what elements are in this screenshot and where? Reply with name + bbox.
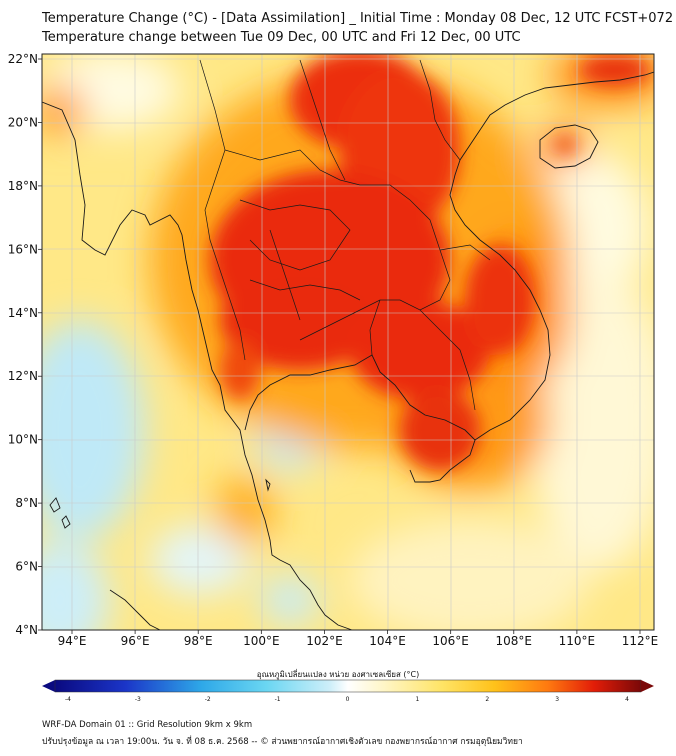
lon-label: 94°E (58, 634, 87, 648)
lat-label: 12°N (8, 369, 38, 383)
lon-label: 106°E (432, 634, 469, 648)
lon-label: 112°E (622, 634, 659, 648)
lat-label: 6°N (15, 560, 38, 574)
colorbar-min-arrow (42, 680, 55, 692)
lat-label: 22°N (8, 52, 38, 66)
map-subtitle: Temperature change between Tue 09 Dec, 0… (42, 30, 521, 45)
lat-label: 14°N (8, 306, 38, 320)
colorbar-tick-label: 1 (415, 696, 419, 703)
footer-update-info: ปรับปรุงข้อมูล ณ เวลา 19:00น. วัน จ. ที่… (42, 737, 523, 747)
temperature-field (42, 54, 654, 630)
borders (199, 59, 491, 411)
lat-label: 10°N (8, 433, 38, 447)
footer-model-info: WRF-DA Domain 01 :: Grid Resolution 9km … (42, 720, 253, 730)
colorbar-tick-label: 2 (485, 696, 489, 703)
lon-label: 98°E (184, 634, 213, 648)
colorbar-tick-label: -1 (275, 696, 281, 703)
colorbar (42, 679, 654, 693)
map-frame (41, 53, 655, 631)
lat-label: 16°N (8, 242, 38, 256)
lat-label: 8°N (15, 496, 38, 510)
map-title: Temperature Change (°C) - [Data Assimila… (42, 11, 674, 26)
lon-label: 108°E (496, 634, 533, 648)
lon-label: 100°E (243, 634, 280, 648)
colorbar-tick-label: -4 (65, 696, 71, 703)
lon-label: 96°E (121, 634, 150, 648)
lat-label: 20°N (8, 115, 38, 129)
colorbar-tick-label: 0 (346, 696, 350, 703)
colorbar-bar (54, 679, 642, 693)
colorbar-tick-label: -2 (205, 696, 211, 703)
lat-label: 4°N (15, 623, 38, 637)
coastlines (42, 71, 654, 630)
colorbar-tick-label: 3 (555, 696, 559, 703)
lon-label: 102°E (306, 634, 343, 648)
colorbar-max-arrow (641, 680, 654, 692)
lat-label: 18°N (8, 179, 38, 193)
lon-label: 110°E (559, 634, 596, 648)
colorbar-tick-label: 4 (625, 696, 629, 703)
graticule (42, 54, 654, 630)
colorbar-tick-label: -3 (135, 696, 141, 703)
colorbar-title: อุณหภูมิเปลี่ยนแปลง หน่วย องศาเซลเซียส (… (256, 670, 420, 679)
lon-label: 104°E (369, 634, 406, 648)
